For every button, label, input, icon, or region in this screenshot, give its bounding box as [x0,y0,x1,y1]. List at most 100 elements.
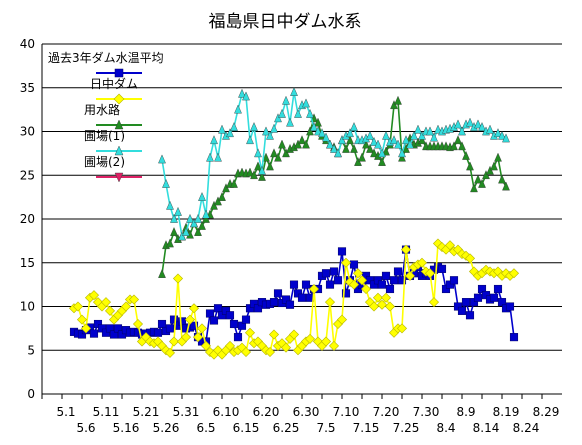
data-point [434,124,442,134]
y-tick-label: 30 [20,125,35,139]
data-point [350,122,358,131]
axis: 0 5 10 15 20 25 30 35 40 5.1 5.11 5.21 5.31 6.10 6.20 6… [20,37,560,435]
data-point [182,227,190,236]
x-tick-label: 7.5 [316,421,335,435]
x-tick-label: 5.26 [153,421,180,435]
data-point [326,139,334,149]
data-point [348,279,360,290]
data-point [478,122,486,131]
data-point [240,346,252,358]
data-point [157,319,167,329]
data-point [394,139,402,149]
data-point [333,276,343,285]
data-point [384,301,396,312]
data-point [336,314,348,325]
data-point [489,293,499,302]
data-point [244,327,256,338]
data-point [390,135,398,145]
data-point [170,227,178,236]
data-point [424,268,436,279]
data-point [306,126,314,136]
x-tick-label: 6.20 [253,405,280,419]
data-point [397,276,407,285]
data-point [374,139,382,149]
data-point [341,289,351,298]
data-point [337,247,347,256]
data-point [196,323,208,334]
y-tick-label: 20 [20,212,35,226]
data-point [444,240,456,251]
data-point [466,117,474,127]
data-point [494,152,502,162]
x-tick-label: 6.30 [293,405,320,419]
data-point [294,108,302,118]
x-tick-label: 5.31 [173,405,200,419]
data-point [385,284,395,294]
data-point [324,297,336,308]
data-point [158,154,166,164]
data-point [306,108,314,118]
data-point [301,280,311,289]
data-point [382,130,390,140]
data-point [168,336,180,347]
data-point [254,148,262,158]
data-point [113,93,125,105]
data-point [370,148,378,158]
data-point [72,301,84,312]
data-point [458,141,466,151]
data-point [250,122,258,131]
data-point [298,135,306,145]
data-point [498,174,506,184]
data-point [428,297,440,308]
data-point [461,298,471,307]
data-point [166,200,174,210]
x-tick-label: 6.25 [273,421,300,435]
data-point [289,280,299,289]
data-point [486,165,494,175]
data-point [206,152,214,162]
series-layer [68,87,520,360]
data-point [366,143,374,153]
data-point [225,311,235,320]
data-point [226,128,234,138]
data-point [88,290,100,301]
data-point [274,113,282,123]
data-point [172,273,184,284]
data-point [214,152,222,162]
data-point [238,88,246,98]
data-point [294,139,302,149]
data-point [390,100,398,110]
x-tick-label: 5.6 [76,421,95,435]
data-point [340,257,352,268]
x-tick-label: 5.11 [93,405,120,419]
data-point [209,316,219,325]
data-point [189,321,199,330]
data-point [329,267,339,276]
data-point [250,170,258,180]
data-point [170,213,178,223]
data-point [372,292,384,303]
data-point [214,196,222,206]
data-point [192,332,204,343]
data-point [454,119,462,129]
data-point [414,124,422,134]
x-tick-label: 7.25 [393,421,420,435]
x-tick-label: 6.10 [213,405,240,419]
data-point [376,299,388,310]
data-point [346,128,354,138]
data-point [202,209,210,219]
series-line [161,91,507,239]
data-point [285,300,295,309]
data-point [426,126,434,136]
data-point [213,304,223,313]
x-tick-label: 8.14 [473,421,500,435]
data-point [262,126,270,136]
x-tick-label: 5.21 [133,405,160,419]
data-point [437,264,447,273]
data-point [328,340,340,351]
data-point [280,342,292,353]
legend-label: 圃場(1) [84,129,125,143]
data-point [382,146,390,156]
x-tick-label: 8.9 [456,405,475,419]
data-point [268,329,280,340]
